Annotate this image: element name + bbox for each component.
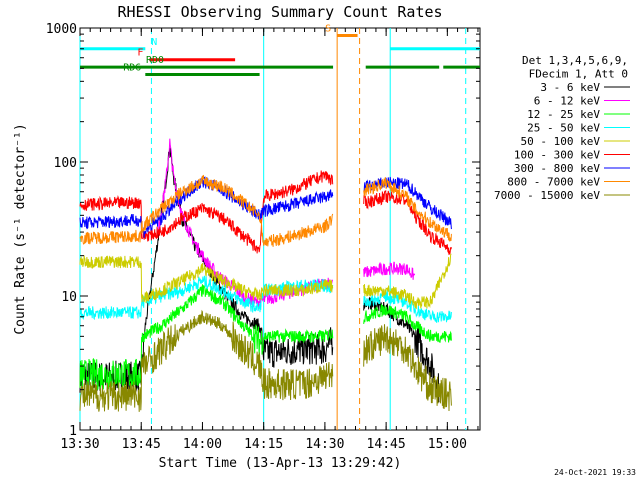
- x-tick-label: 13:45: [122, 437, 161, 452]
- flag-label: N: [151, 37, 157, 48]
- y-axis-label: Count Rate (s⁻¹ detector⁻¹): [13, 123, 28, 334]
- legend-header: FDecim 1, Att 0: [529, 68, 628, 81]
- series-line: [157, 138, 416, 308]
- series-lines: [79, 138, 452, 412]
- axes: 13:30 13:45 14:00 14:15 14:30 14:45 15:00 1 10 10…: [46, 22, 480, 452]
- legend-entry-label: 300 - 800 keV: [514, 162, 600, 175]
- legend-entry-label: 50 - 100 keV: [521, 135, 601, 148]
- x-tick-label: 15:00: [428, 437, 467, 452]
- legend-entry-label: 6 - 12 keV: [534, 95, 601, 108]
- x-axis-label: Start Time (13-Apr-13 13:29:42): [159, 456, 402, 471]
- legend-entry-label: 25 - 50 keV: [527, 122, 600, 135]
- y-tick-label: 100: [54, 156, 77, 171]
- x-tick-label: 14:15: [244, 437, 283, 452]
- flag-label: S: [325, 23, 331, 34]
- flag-label: RD6: [123, 62, 141, 73]
- legend-entry-label: 100 - 300 keV: [514, 149, 600, 162]
- legend-entry-label: 12 - 25 keV: [527, 108, 600, 121]
- x-tick-label: 14:45: [367, 437, 406, 452]
- legend-entry-label: 3 - 6 keV: [540, 81, 600, 94]
- series-line: [79, 253, 452, 310]
- series-line: [79, 309, 452, 412]
- flag-label: RD0: [146, 55, 164, 66]
- series-line: [79, 275, 452, 323]
- legend-header: Det 1,3,4,5,6,9,: [522, 54, 628, 67]
- timestamp: 24-Oct-2021 19:33: [554, 468, 636, 477]
- legend-entry-label: 800 - 7000 keV: [507, 176, 600, 189]
- y-tick-label: 1000: [46, 22, 77, 37]
- x-tick-label: 14:30: [305, 437, 344, 452]
- x-tick-label: 14:00: [183, 437, 222, 452]
- y-tick-label: 1: [69, 424, 77, 439]
- y-tick-label: 10: [61, 290, 77, 305]
- x-tick-label: 13:30: [60, 437, 99, 452]
- legend-entry-label: 7000 - 15000 keV: [494, 189, 600, 202]
- chart-title: RHESSI Observing Summary Count Rates: [117, 3, 442, 21]
- legend: Det 1,3,4,5,6,9,FDecim 1, Att 03 - 6 keV…: [494, 54, 630, 202]
- series-line: [79, 284, 452, 391]
- flag-label: F: [137, 48, 143, 59]
- series-line: [79, 174, 452, 247]
